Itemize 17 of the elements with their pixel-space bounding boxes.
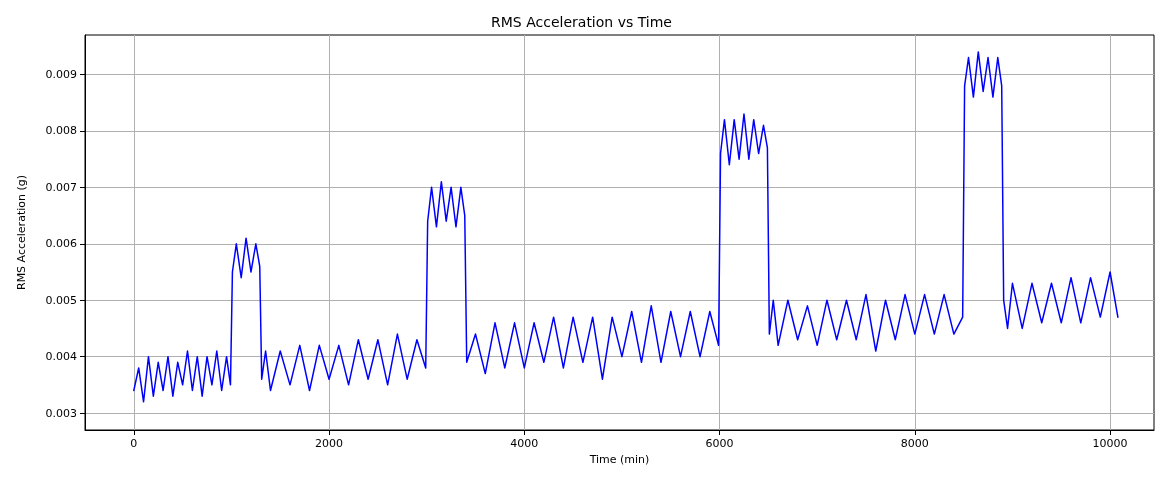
y-tick-label: 0.006 [45, 237, 77, 251]
line-series [133, 51, 1119, 403]
y-tick-label: 0.004 [45, 350, 77, 364]
x-tick-label: 6000 [705, 437, 734, 450]
x-tick-label: 8000 [900, 437, 929, 450]
chart-title: RMS Acceleration vs Time [491, 14, 672, 30]
x-axis-title: Time (min) [588, 453, 650, 466]
y-axis-title: RMS Acceleration (g) [15, 174, 28, 291]
x-tick-label: 2000 [315, 437, 344, 450]
y-tick-label: 0.003 [45, 406, 77, 420]
x-tick-label: 0 [130, 437, 138, 450]
x-tick-label: 10000 [1092, 437, 1128, 450]
x-tick-label: 4000 [510, 437, 539, 450]
y-tick-label: 0.005 [45, 293, 77, 307]
y-tick-label: 0.008 [45, 124, 77, 138]
y-tick-label: 0.007 [45, 180, 77, 194]
y-tick-label: 0.009 [45, 68, 77, 81]
